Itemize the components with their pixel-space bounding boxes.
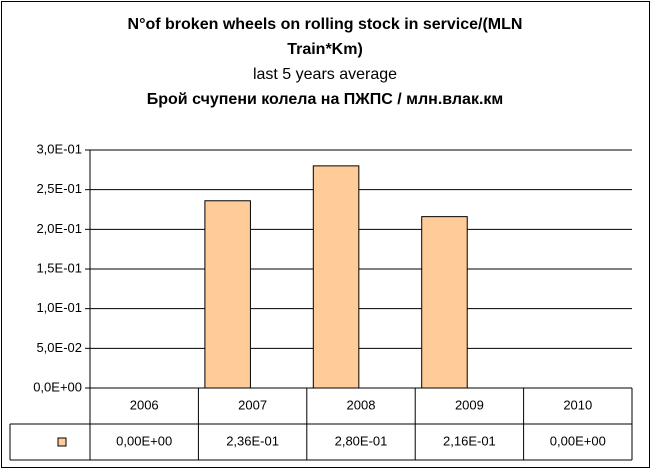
x-tick-label: 2009 [455, 397, 484, 412]
y-tick-label: 3,0E-01 [36, 141, 82, 156]
x-tick-label: 2010 [563, 397, 592, 412]
y-tick-label: 2,0E-01 [36, 221, 82, 236]
x-tick-label: 2007 [238, 397, 267, 412]
titles: N°of broken wheels on rolling stock in s… [90, 12, 560, 112]
x-tick-label: 2006 [130, 397, 159, 412]
value-label: 2,36E-01 [226, 433, 279, 448]
y-tick-label: 1,5E-01 [36, 260, 82, 275]
x-tick-label: 2008 [347, 397, 376, 412]
value-label: 2,16E-01 [443, 433, 496, 448]
legend-key [57, 437, 67, 447]
y-tick-label: 2,5E-01 [36, 181, 82, 196]
bar [312, 165, 360, 389]
y-tick-label: 1,0E-01 [36, 300, 82, 315]
value-label: 0,00E+00 [116, 433, 172, 448]
value-label: 0,00E+00 [550, 433, 606, 448]
chart-subtitle: Брой счупени колела на ПЖПС / млн.влак.к… [146, 91, 504, 108]
y-tick-label: 5,0E-02 [36, 340, 82, 355]
bar [204, 200, 251, 389]
chart-subtitle: last 5 years average [252, 66, 398, 83]
bar [421, 216, 468, 389]
chart-title: N°of broken wheels on rolling stock in s… [127, 16, 523, 58]
value-label: 2,80E-01 [335, 433, 388, 448]
y-tick-label: 0,0E+00 [33, 379, 82, 394]
